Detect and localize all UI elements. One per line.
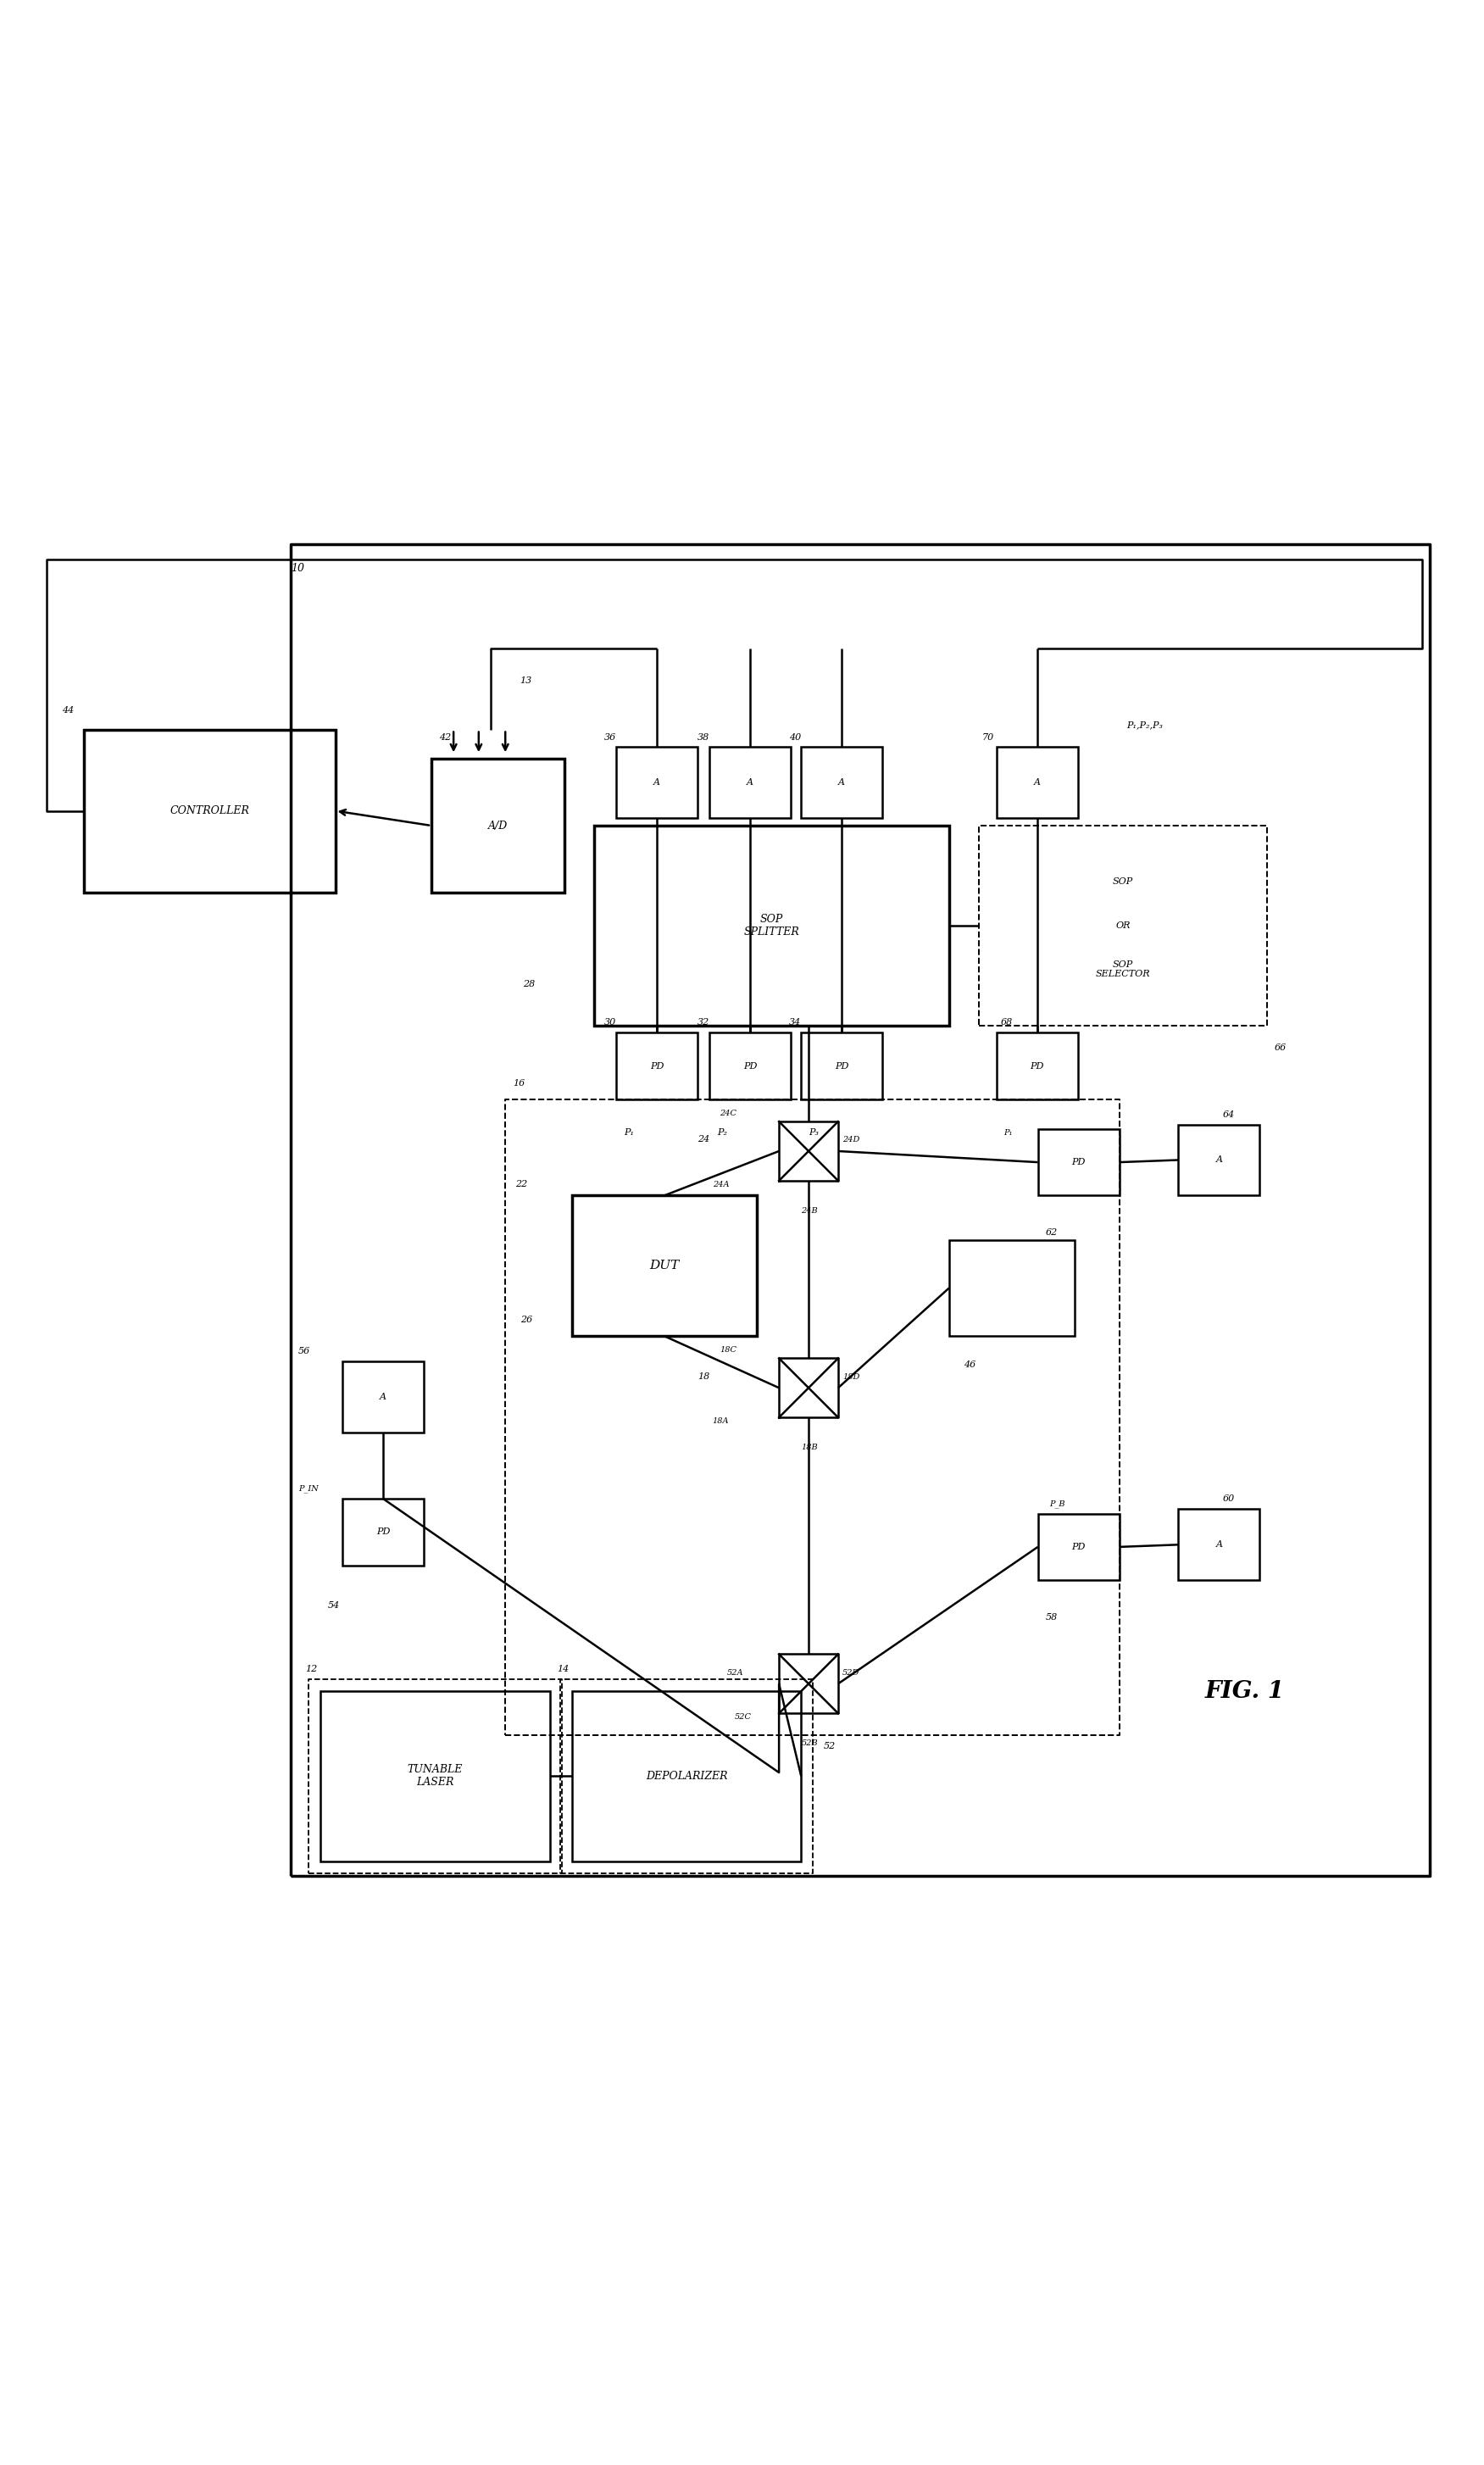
- Text: PD: PD: [1071, 1159, 1085, 1166]
- Text: PD: PD: [835, 1062, 849, 1070]
- Text: 24C: 24C: [720, 1109, 736, 1117]
- FancyBboxPatch shape: [616, 1033, 697, 1099]
- Text: 12: 12: [306, 1664, 318, 1674]
- Text: 46: 46: [965, 1361, 976, 1368]
- Text: 52B: 52B: [801, 1740, 818, 1748]
- FancyBboxPatch shape: [343, 1499, 424, 1565]
- Text: 52C: 52C: [735, 1713, 751, 1721]
- Text: PD: PD: [1030, 1062, 1045, 1070]
- Text: 28: 28: [522, 981, 536, 988]
- Text: 24B: 24B: [801, 1208, 818, 1215]
- FancyBboxPatch shape: [321, 1691, 549, 1861]
- Text: A: A: [746, 779, 754, 786]
- Text: 52D: 52D: [843, 1669, 859, 1676]
- FancyBboxPatch shape: [950, 1240, 1074, 1336]
- Text: OR: OR: [1116, 922, 1131, 929]
- Text: P₁: P₁: [623, 1129, 634, 1136]
- FancyBboxPatch shape: [996, 1033, 1077, 1099]
- Text: 66: 66: [1275, 1043, 1287, 1053]
- Text: DEPOLARIZER: DEPOLARIZER: [646, 1770, 727, 1782]
- FancyBboxPatch shape: [801, 747, 883, 818]
- FancyBboxPatch shape: [801, 1033, 883, 1099]
- Text: 64: 64: [1223, 1109, 1235, 1119]
- Text: FIG. 1: FIG. 1: [1205, 1679, 1285, 1703]
- FancyBboxPatch shape: [1037, 1514, 1119, 1580]
- Text: A: A: [380, 1393, 387, 1400]
- Text: PD: PD: [743, 1062, 757, 1070]
- FancyBboxPatch shape: [1178, 1509, 1260, 1580]
- Text: 24D: 24D: [843, 1136, 859, 1144]
- Text: 56: 56: [298, 1346, 310, 1356]
- FancyBboxPatch shape: [594, 826, 950, 1025]
- Text: 42: 42: [439, 732, 451, 742]
- Text: 36: 36: [604, 732, 616, 742]
- Text: A: A: [1034, 779, 1040, 786]
- Text: 18A: 18A: [712, 1417, 729, 1425]
- Text: 62: 62: [1045, 1228, 1057, 1237]
- Text: 34: 34: [789, 1018, 801, 1028]
- Text: 26: 26: [519, 1316, 533, 1324]
- Text: 22: 22: [515, 1181, 528, 1188]
- Text: P₁: P₁: [1003, 1129, 1012, 1136]
- Text: 16: 16: [512, 1080, 525, 1087]
- Text: 44: 44: [61, 705, 74, 715]
- Text: 18D: 18D: [843, 1373, 859, 1380]
- Text: 24A: 24A: [712, 1181, 729, 1188]
- Text: 14: 14: [556, 1664, 570, 1674]
- Text: A: A: [838, 779, 846, 786]
- Text: PD: PD: [650, 1062, 663, 1070]
- FancyBboxPatch shape: [996, 747, 1077, 818]
- Text: P_B: P_B: [1049, 1499, 1066, 1509]
- Text: PD: PD: [377, 1528, 390, 1536]
- Text: 58: 58: [1045, 1612, 1057, 1622]
- Text: P₁,P₂,P₃: P₁,P₂,P₃: [1126, 720, 1163, 730]
- Text: 32: 32: [697, 1018, 709, 1028]
- Text: A: A: [1215, 1156, 1223, 1163]
- Text: 38: 38: [697, 732, 709, 742]
- Text: 40: 40: [789, 732, 801, 742]
- Text: 60: 60: [1223, 1494, 1235, 1504]
- Text: 52: 52: [824, 1743, 835, 1750]
- Text: 30: 30: [604, 1018, 616, 1028]
- FancyBboxPatch shape: [571, 1691, 801, 1861]
- Text: 24: 24: [697, 1136, 709, 1144]
- FancyBboxPatch shape: [343, 1361, 424, 1432]
- Text: A: A: [653, 779, 660, 786]
- Text: 18: 18: [697, 1373, 709, 1380]
- Text: P_IN: P_IN: [298, 1484, 319, 1494]
- FancyBboxPatch shape: [709, 747, 791, 818]
- Text: 54: 54: [328, 1602, 340, 1610]
- Text: 68: 68: [1000, 1018, 1014, 1028]
- Text: SOP
SELECTOR: SOP SELECTOR: [1095, 961, 1150, 979]
- FancyBboxPatch shape: [432, 759, 564, 892]
- FancyBboxPatch shape: [709, 1033, 791, 1099]
- FancyBboxPatch shape: [571, 1196, 757, 1336]
- Text: A: A: [1215, 1541, 1223, 1548]
- Text: P₂: P₂: [717, 1129, 727, 1136]
- FancyBboxPatch shape: [616, 747, 697, 818]
- Text: DUT: DUT: [650, 1260, 680, 1272]
- Text: SOP
SPLITTER: SOP SPLITTER: [743, 915, 800, 937]
- FancyBboxPatch shape: [1178, 1124, 1260, 1196]
- Text: P₃: P₃: [809, 1129, 819, 1136]
- Text: 18C: 18C: [720, 1346, 736, 1353]
- Text: 70: 70: [981, 732, 994, 742]
- Text: 13: 13: [519, 675, 533, 685]
- Text: 10: 10: [291, 562, 304, 574]
- Text: CONTROLLER: CONTROLLER: [169, 806, 249, 816]
- Text: 18B: 18B: [801, 1444, 818, 1452]
- Text: SOP: SOP: [1113, 878, 1134, 885]
- Text: A/D: A/D: [488, 821, 508, 831]
- Text: PD: PD: [1071, 1543, 1085, 1550]
- FancyBboxPatch shape: [83, 730, 335, 892]
- Text: TUNABLE
LASER: TUNABLE LASER: [407, 1765, 463, 1787]
- Text: 52A: 52A: [727, 1669, 743, 1676]
- FancyBboxPatch shape: [1037, 1129, 1119, 1196]
